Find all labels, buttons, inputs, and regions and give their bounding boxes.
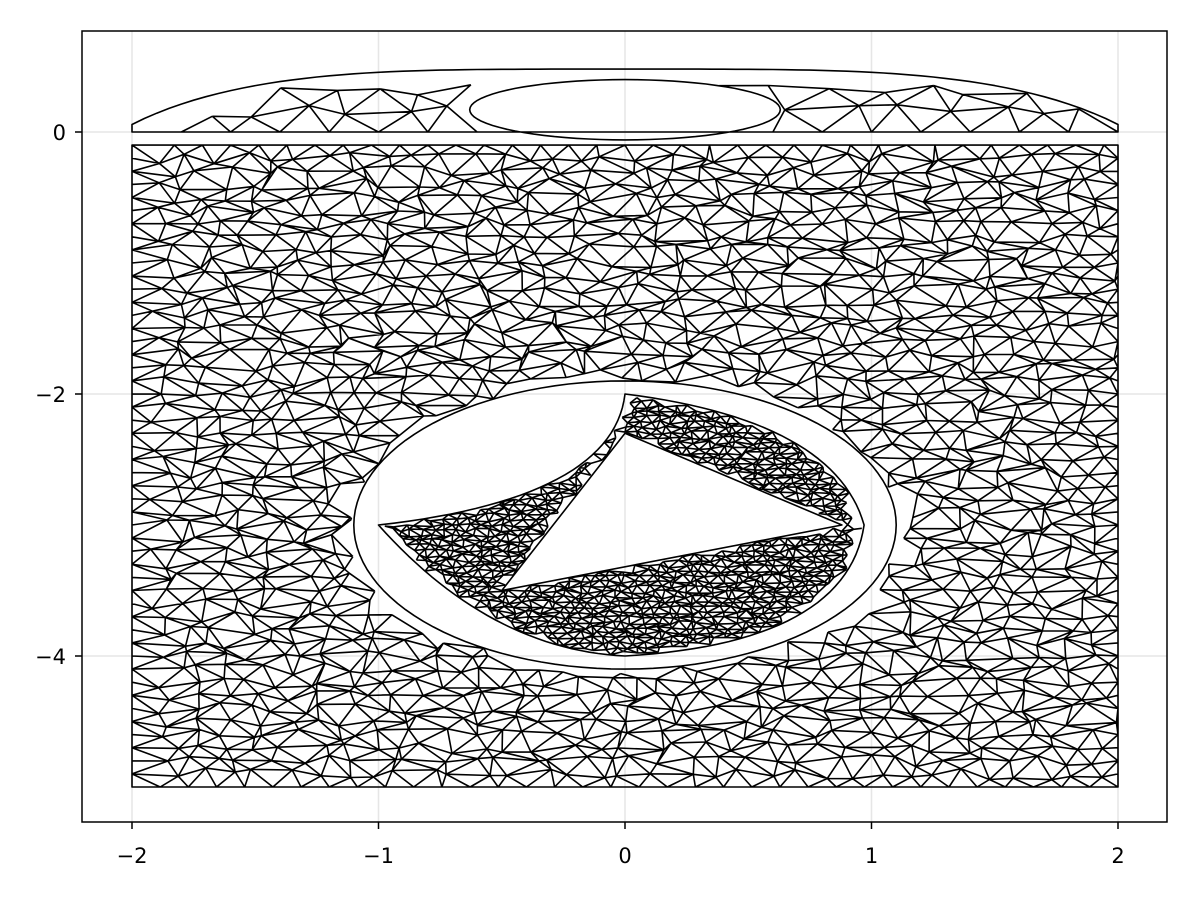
axis-ticks: −2 −1 0 1 2 0 −2 −4 [35,121,1125,868]
x-tick-label: 2 [1111,844,1124,868]
triangular-mesh [131,68,1119,788]
grid-lines [82,31,1167,822]
cap-region-mesh [131,68,1119,141]
x-tick-label: 1 [865,844,878,868]
x-tick-label: −1 [363,844,394,868]
y-tick-label: −4 [35,645,66,669]
y-tick-label: −2 [35,383,66,407]
rectangular-region-mesh [131,144,1119,788]
x-tick-label: 0 [618,844,631,868]
inner-region-mesh [377,393,865,657]
x-tick-label: −2 [117,844,148,868]
y-tick-label: 0 [53,121,66,145]
